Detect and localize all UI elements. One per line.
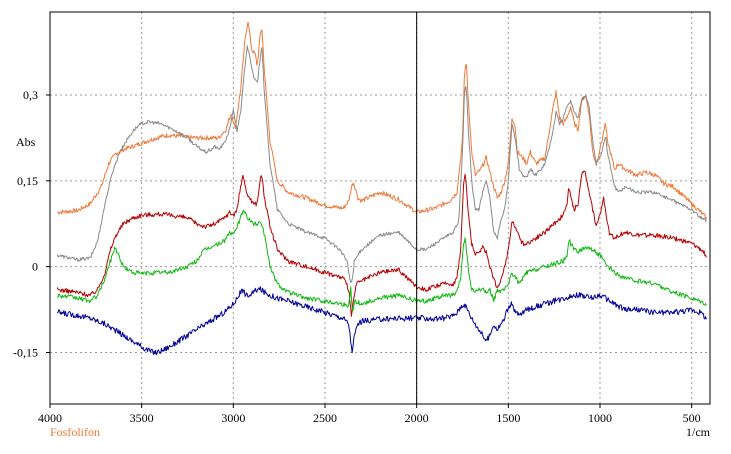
x-tick-label: 500 <box>683 411 701 425</box>
series-line-2 <box>56 45 707 283</box>
y-tick-label: -0,15 <box>13 345 38 359</box>
x-tick-label: 2500 <box>313 411 337 425</box>
series-line-5 <box>56 286 707 356</box>
x-axis-label: 1/cm <box>686 425 711 439</box>
series-layer <box>56 21 707 356</box>
legend-entry-fosfolifon: Fosfolifon <box>50 425 100 439</box>
x-tick-label: 3000 <box>221 411 245 425</box>
series-line-4 <box>57 209 707 312</box>
plot-frame <box>49 11 711 405</box>
frame-layer <box>49 11 711 405</box>
series-line-1 <box>57 21 707 220</box>
x-tick-label: 1500 <box>496 411 520 425</box>
y-tick-label: 0 <box>32 260 38 274</box>
grid-layer <box>50 12 710 404</box>
y-tick-label: 0,15 <box>17 174 38 188</box>
y-tick-label: 0,3 <box>23 88 38 102</box>
ticks-layer: 4000 3500 3000 2500 2000 1500 1000 500 0,3 0,15 0 -… <box>13 88 701 425</box>
x-tick-label: 2000 <box>405 411 429 425</box>
x-tick-label: 1000 <box>588 411 612 425</box>
y-axis-label: Abs <box>16 135 36 149</box>
x-tick-label: 4000 <box>38 411 62 425</box>
series-line-3 <box>56 170 707 317</box>
x-tick-label: 3500 <box>130 411 154 425</box>
